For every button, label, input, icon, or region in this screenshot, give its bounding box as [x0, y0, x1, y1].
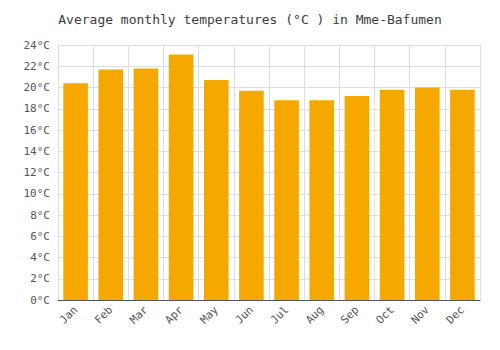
svg-text:Sep: Sep — [338, 303, 361, 326]
svg-text:16°C: 16°C — [24, 124, 51, 137]
svg-text:22°C: 22°C — [24, 60, 51, 73]
svg-text:14°C: 14°C — [24, 145, 51, 158]
svg-text:12°C: 12°C — [24, 166, 51, 179]
svg-text:Mar: Mar — [127, 303, 150, 326]
svg-text:Aug: Aug — [303, 303, 326, 326]
svg-text:2°C: 2°C — [30, 272, 50, 285]
svg-text:4°C: 4°C — [30, 251, 50, 264]
svg-text:May: May — [198, 303, 221, 326]
svg-text:Jan: Jan — [57, 303, 80, 326]
svg-text:Nov: Nov — [409, 303, 432, 326]
svg-text:8°C: 8°C — [30, 209, 50, 222]
svg-text:Apr: Apr — [162, 303, 185, 326]
svg-text:0°C: 0°C — [30, 294, 50, 307]
svg-text:10°C: 10°C — [24, 187, 51, 200]
svg-text:Average monthly temperatures (: Average monthly temperatures (°C ) in Mm… — [58, 12, 442, 27]
svg-text:Jul: Jul — [268, 303, 291, 326]
svg-text:24°C: 24°C — [24, 39, 51, 52]
svg-text:18°C: 18°C — [24, 102, 51, 115]
svg-text:Jun: Jun — [233, 303, 256, 326]
svg-text:20°C: 20°C — [24, 81, 51, 94]
svg-text:Feb: Feb — [92, 303, 115, 326]
svg-text:Oct: Oct — [373, 303, 396, 326]
svg-text:Dec: Dec — [444, 303, 467, 326]
svg-text:6°C: 6°C — [30, 230, 50, 243]
